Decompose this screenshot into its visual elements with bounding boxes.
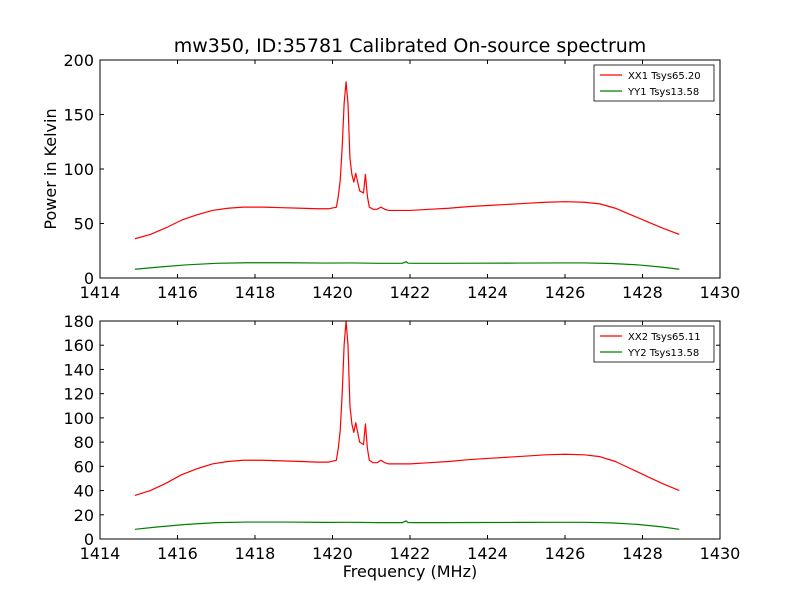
legend-box [593, 325, 715, 363]
x-tick-label: 1418 [235, 544, 276, 563]
series-line-0-1 [134, 261, 680, 270]
y-tick-label: 100 [63, 160, 94, 179]
x-tick-label: 1426 [545, 283, 586, 302]
x-tick-label: 1426 [545, 544, 586, 563]
chart-title: mw350, ID:35781 Calibrated On-source spe… [174, 35, 647, 57]
y-tick-label: 0 [84, 530, 94, 549]
y-tick-label: 80 [74, 433, 94, 452]
series-line-0-0 [134, 81, 680, 240]
y-tick-label: 180 [63, 312, 94, 331]
x-axis-title: Frequency (MHz) [343, 562, 477, 581]
x-tick-label: 1428 [622, 283, 663, 302]
y-tick-label: 60 [74, 457, 94, 476]
top-panel: 1414 1416 1418 1420 1422 1424 1426 1428 1430 0 50 1… [41, 51, 740, 302]
x-tick-label: 1424 [467, 544, 508, 563]
x-tick-label: 1422 [390, 283, 431, 302]
x-tick-label: 1414 [80, 283, 121, 302]
x-tick-label: 1416 [157, 283, 198, 302]
y-tick-label: 20 [74, 506, 94, 525]
x-tick-label: 1428 [622, 544, 663, 563]
x-tick-label: 1416 [157, 544, 198, 563]
legend-label: YY2 Tsys13.58 [627, 348, 699, 359]
series-line-1-0 [134, 320, 680, 496]
x-tick-label: 1430 [700, 283, 741, 302]
x-tick-label: 1430 [700, 544, 741, 563]
x-tick-label: 1414 [80, 544, 121, 563]
series-line-1-1 [134, 520, 680, 530]
y-tick-label: 100 [63, 409, 94, 428]
y-tick-label: 40 [74, 482, 94, 501]
legend-label: YY1 Tsys13.58 [627, 87, 699, 98]
y-tick-label: 50 [74, 215, 94, 234]
x-tick-label: 1424 [467, 283, 508, 302]
y-tick-label: 120 [63, 385, 94, 404]
x-tick-label: 1420 [312, 544, 353, 563]
legend-label: XX1 Tsys65.20 [628, 71, 701, 82]
legend: XX2 Tsys65.11 YY2 Tsys13.58 [593, 325, 715, 363]
bottom-panel: 1414 1416 1418 1420 1422 1424 1426 1428 1430 0 20 4… [63, 312, 740, 563]
y-tick-label: 140 [63, 360, 94, 379]
y-tick-label: 150 [63, 106, 94, 125]
x-tick-label: 1422 [390, 544, 431, 563]
legend: XX1 Tsys65.20 YY1 Tsys13.58 [593, 64, 715, 102]
y-axis-title: Power in Kelvin [41, 108, 60, 229]
y-tick-label: 160 [63, 336, 94, 355]
x-tick-label: 1420 [312, 283, 353, 302]
legend-box [593, 64, 715, 102]
x-tick-label: 1418 [235, 283, 276, 302]
legend-label: XX2 Tsys65.11 [628, 332, 701, 343]
y-tick-label: 0 [84, 269, 94, 288]
y-tick-label: 200 [63, 51, 94, 70]
